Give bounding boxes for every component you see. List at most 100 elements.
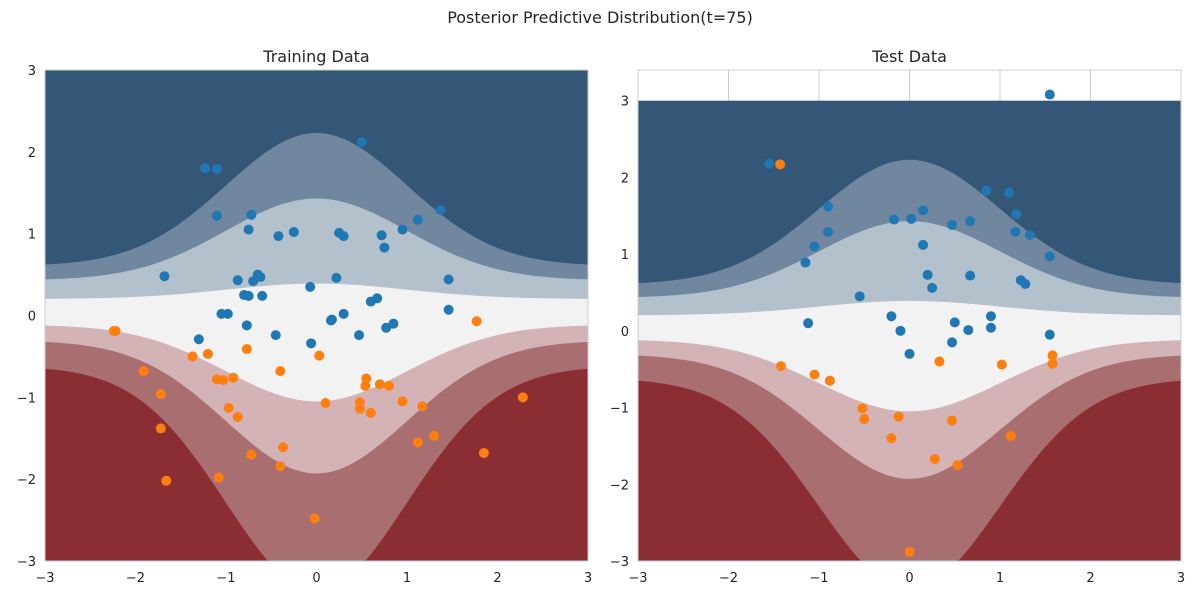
training-point-class-0 <box>338 308 349 319</box>
training-point-class-1 <box>383 380 394 391</box>
test-point-class-1 <box>929 453 940 464</box>
test-point-class-0 <box>1011 209 1022 220</box>
test-y-tick-label: 3 <box>621 95 629 110</box>
test-point-class-1 <box>904 546 915 557</box>
test-y-ticks: −3 −2 −1 0 1 2 3 <box>610 95 629 570</box>
test-point-class-0 <box>800 257 811 268</box>
test-point-class-1 <box>824 375 835 386</box>
test-point-class-0 <box>809 241 820 252</box>
test-point-class-0 <box>985 311 996 322</box>
training-point-class-1 <box>241 344 252 355</box>
training-point-class-1 <box>218 375 229 386</box>
test-point-class-0 <box>965 216 976 227</box>
test-panel: Test Data −3 −2 −1 0 1 2 3 −3 −2 −1 0 1 2 3 <box>610 47 1185 586</box>
training-point-class-1 <box>517 392 528 403</box>
test-point-class-1 <box>996 359 1007 370</box>
training-point-class-0 <box>435 204 446 215</box>
training-y-tick-label: 0 <box>28 310 36 325</box>
test-point-class-0 <box>965 270 976 281</box>
training-contour-band-0 <box>45 368 588 561</box>
training-x-tick-label: −1 <box>216 571 235 586</box>
test-x-tick-label: 2 <box>1086 571 1094 586</box>
training-point-class-1 <box>361 373 372 384</box>
training-point-class-1 <box>278 442 289 453</box>
training-point-class-0 <box>159 271 170 282</box>
test-point-class-0 <box>963 325 974 336</box>
test-panel-title: Test Data <box>871 47 947 66</box>
test-y-tick-label: −2 <box>610 478 629 493</box>
training-point-class-0 <box>243 224 254 235</box>
test-point-class-1 <box>859 414 870 425</box>
test-y-tick-label: 0 <box>621 325 629 340</box>
test-point-class-0 <box>1020 279 1031 290</box>
training-points <box>108 137 528 524</box>
training-point-class-0 <box>288 227 299 238</box>
training-panel-title: Training Data <box>262 47 369 66</box>
training-point-class-1 <box>412 437 423 448</box>
training-point-class-0 <box>222 308 233 319</box>
training-point-class-1 <box>223 402 234 413</box>
training-x-tick-label: −3 <box>35 571 54 586</box>
training-y-tick-label: 2 <box>28 146 36 161</box>
training-point-class-1 <box>213 472 224 483</box>
test-point-class-0 <box>985 322 996 333</box>
test-point-class-0 <box>823 226 834 237</box>
training-x-tick-label: 1 <box>403 571 411 586</box>
test-point-class-0 <box>886 311 897 322</box>
test-plot-frame <box>637 69 1182 562</box>
training-point-class-0 <box>241 320 252 331</box>
test-point-class-0 <box>803 318 814 329</box>
training-point-class-1 <box>417 401 428 412</box>
test-contour <box>638 100 1181 561</box>
training-contour <box>45 70 588 561</box>
test-point-class-0 <box>904 348 915 359</box>
test-point-class-0 <box>1024 229 1035 240</box>
test-point-class-1 <box>809 369 820 380</box>
test-y-tick-label: −3 <box>610 555 629 570</box>
test-point-class-1 <box>775 361 786 372</box>
figure-suptitle: Posterior Predictive Distribution(t=75) <box>447 8 753 27</box>
training-point-class-1 <box>228 372 239 383</box>
training-plot-frame <box>44 69 589 562</box>
test-point-class-1 <box>857 403 868 414</box>
test-point-class-0 <box>1044 89 1055 100</box>
training-y-tick-label: 3 <box>28 64 36 79</box>
test-point-class-1 <box>947 415 958 426</box>
training-point-class-0 <box>270 330 281 341</box>
training-point-class-1 <box>232 411 243 422</box>
test-point-class-1 <box>893 411 904 422</box>
training-point-class-0 <box>376 230 387 241</box>
training-point-class-1 <box>397 396 408 407</box>
test-point-class-1 <box>1047 350 1058 361</box>
test-point-class-0 <box>949 317 960 328</box>
training-point-class-1 <box>155 389 166 400</box>
test-point-class-0 <box>895 325 906 336</box>
training-point-class-0 <box>443 304 454 315</box>
test-point-class-1 <box>934 356 945 367</box>
test-y-tick-label: 2 <box>621 171 629 186</box>
training-point-class-0 <box>257 290 268 301</box>
test-point-class-0 <box>1004 187 1015 198</box>
training-point-class-1 <box>429 430 440 441</box>
training-point-class-0 <box>412 214 423 225</box>
test-point-class-0 <box>764 158 775 169</box>
training-point-class-0 <box>331 272 342 283</box>
test-point-class-0 <box>823 201 834 212</box>
training-point-class-0 <box>354 330 365 341</box>
test-point-class-1 <box>886 433 897 444</box>
training-point-class-1 <box>478 447 489 458</box>
training-point-class-0 <box>338 231 349 242</box>
test-x-tick-label: −2 <box>719 571 738 586</box>
test-x-tick-label: −1 <box>809 571 828 586</box>
training-point-class-0 <box>248 276 259 287</box>
test-point-class-1 <box>775 159 786 170</box>
training-x-tick-label: −2 <box>126 571 145 586</box>
training-point-class-0 <box>388 318 399 329</box>
test-point-class-0 <box>906 213 917 224</box>
training-y-tick-label: −3 <box>17 555 36 570</box>
test-x-ticks: −3 −2 −1 0 1 2 3 <box>628 571 1185 586</box>
training-x-tick-label: 0 <box>312 571 320 586</box>
training-point-class-1 <box>108 326 119 337</box>
training-point-class-0 <box>246 209 257 220</box>
